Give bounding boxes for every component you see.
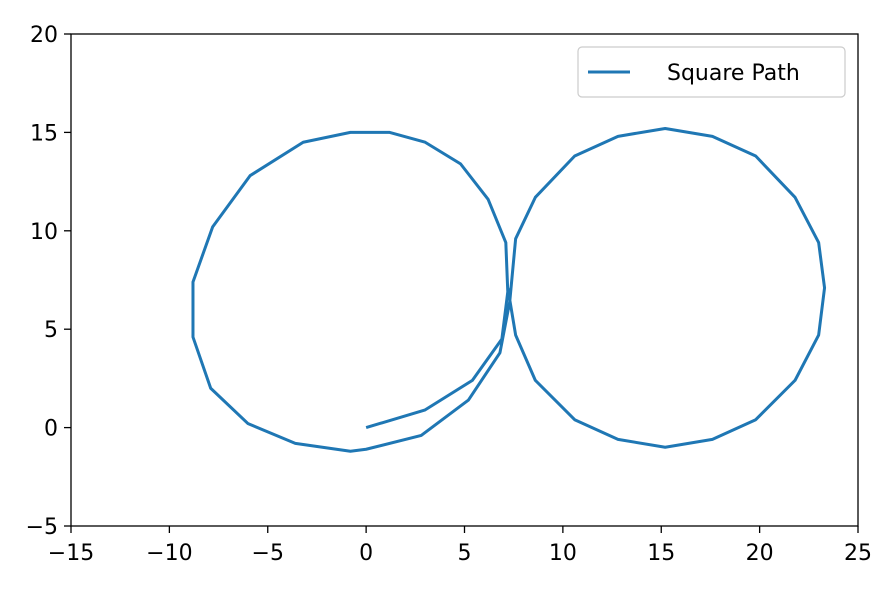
y-axis: −5 0 5 10 15 20 [26,23,71,540]
y-tick-label: −5 [26,515,58,540]
plot-frame [70,33,859,527]
x-tick-label: −15 [48,541,94,566]
x-tick-label: 20 [746,541,774,566]
x-tick-label: 25 [844,541,872,566]
x-tick-label: 5 [458,541,472,566]
x-tick-label: −10 [146,541,192,566]
legend-label: Square Path [667,61,800,86]
y-tick-label: 15 [30,121,58,146]
legend: Square Path [577,46,846,98]
legend-box [577,46,846,98]
y-tick-label: 20 [30,23,58,48]
x-tick-label: 15 [647,541,675,566]
x-tick-label: −5 [252,541,284,566]
y-tick-label: 10 [30,220,58,245]
y-tick-label: 5 [44,318,58,343]
series-line [191,126,827,453]
x-tick-label: 10 [549,541,577,566]
plot-lines [191,126,827,453]
x-tick-label: 0 [359,541,373,566]
y-tick-label: 0 [44,417,58,442]
x-axis: −15 −10 −5 0 5 10 15 20 25 [48,526,872,566]
